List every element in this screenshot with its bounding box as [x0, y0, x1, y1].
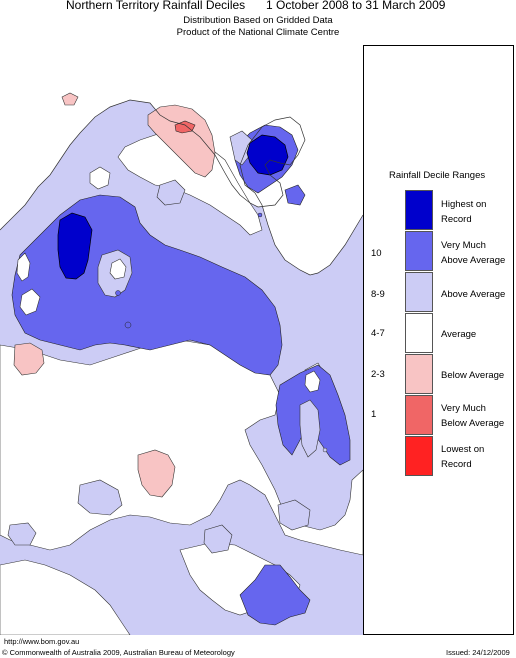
legend-label-highest-line-2: Record	[441, 214, 472, 225]
footer-url[interactable]: http://www.bom.gov.au	[4, 637, 80, 646]
legend-panel	[363, 45, 514, 635]
ocean-area	[0, 45, 363, 275]
legend-swatch-lowest-on-record	[405, 436, 433, 476]
legend-label-very-much-below-average: Very Much Below Average	[441, 401, 504, 431]
region-above-average-north-island	[156, 179, 186, 206]
legend-swatch-average	[405, 313, 433, 353]
legend-swatch-very-much-above-average	[405, 231, 433, 271]
region-above-average-dot	[322, 447, 328, 453]
coastline	[0, 99, 363, 276]
legend-label-lowest-line-2: Record	[441, 459, 472, 470]
footer-issued-date: Issued: 24/12/2009	[446, 648, 510, 657]
region-very-much-above-average-dot-3	[257, 212, 263, 218]
legend-range-10: 10	[371, 248, 382, 259]
region-above-average-island-3	[203, 524, 233, 554]
legend-label-vmaa-line-1: Very Much	[441, 240, 486, 251]
region-below-average-north	[147, 104, 216, 178]
legend-label-above-average: Above Average	[441, 289, 506, 300]
region-average-hole-east	[304, 370, 321, 393]
region-below-average-center	[137, 449, 176, 498]
region-above-average-island-2	[277, 499, 311, 531]
region-above-average-island-1	[77, 479, 123, 516]
legend-swatch-very-much-below-average	[405, 395, 433, 435]
legend-label-average: Average	[441, 329, 477, 340]
map-period: 1 October 2008 to 31 March 2009	[266, 0, 446, 12]
legend-label-very-much-above-average: Very Much Above Average	[441, 238, 505, 268]
region-very-much-above-average-southeast	[239, 564, 311, 626]
region-average-west-coast-2	[19, 288, 41, 316]
legend-label-vmba-line-2: Below Average	[441, 418, 505, 429]
map-subtitle-distribution: Distribution Based on Gridded Data	[183, 15, 333, 26]
legend-range-4-7: 4-7	[371, 328, 385, 339]
region-average-hole-north	[89, 166, 111, 190]
legend-range-2-3: 2-3	[371, 369, 385, 380]
region-very-much-above-average-dot-1	[124, 321, 132, 329]
region-average-west-coast	[16, 252, 31, 282]
region-very-much-above-average-dot-2	[115, 290, 121, 296]
region-average-southwest	[0, 559, 131, 635]
region-above-average-island-4	[7, 522, 37, 546]
region-above-average-hole-3	[299, 399, 321, 458]
legend-label-lowest-line-1: Lowest on	[441, 444, 485, 455]
region-below-average-west	[13, 342, 45, 376]
legend-title: Rainfall Decile Ranges	[389, 170, 486, 181]
legend-label-highest-line-1: Highest on	[441, 199, 487, 210]
legend-label-vmba-line-1: Very Much	[441, 403, 486, 414]
legend-label-highest-on-record: Highest on Record	[441, 197, 486, 227]
legend-label-vmaa-line-2: Above Average	[441, 255, 506, 266]
map-subtitle-product: Product of the National Climate Centre	[176, 27, 340, 38]
region-above-average-hole-2	[109, 258, 127, 280]
legend-range-8-9: 8-9	[371, 289, 385, 300]
legend-swatch-above-average	[405, 272, 433, 312]
region-below-average-northwest-isle	[61, 92, 79, 106]
region-average-north	[117, 129, 263, 236]
legend-label-below-average: Below Average	[441, 370, 505, 381]
region-highest-on-record-west	[57, 212, 93, 280]
legend-swatch-highest-on-record	[405, 190, 433, 230]
legend-range-1: 1	[371, 409, 377, 420]
rainfall-decile-map	[0, 45, 363, 635]
legend-swatch-below-average	[405, 354, 433, 394]
legend-label-lowest-on-record: Lowest on Record	[441, 442, 484, 472]
map-title-text: Northern Territory Rainfall Deciles	[66, 0, 246, 12]
footer-copyright: © Commonwealth of Australia 2009, Austra…	[2, 648, 235, 657]
region-highest-on-record-northeast	[246, 134, 289, 176]
region-very-much-above-average-ne-lobe	[284, 184, 306, 206]
